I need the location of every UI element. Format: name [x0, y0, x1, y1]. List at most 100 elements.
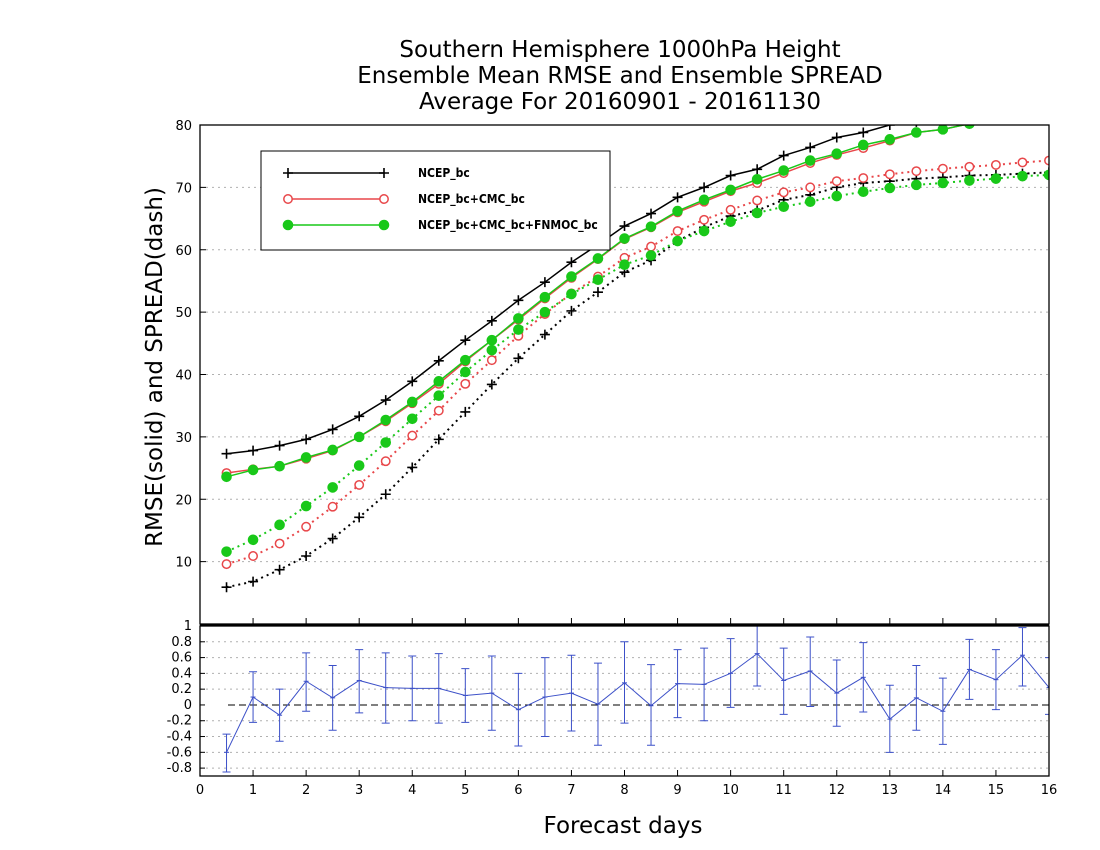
data-point [566, 288, 577, 300]
data-point [566, 257, 577, 268]
data-point [221, 582, 232, 593]
data-point [539, 291, 551, 303]
diff-y-tick-label: -0.6 [167, 745, 192, 760]
data-point [513, 295, 524, 306]
data-point [539, 306, 551, 318]
axis-ticks: 0 1 2 3 4 5 6 7 8 9 10 11 12 13 14 15 161020304050607080… [167, 119, 1058, 798]
data-point [486, 355, 497, 366]
data-point [592, 253, 604, 264]
data-point [513, 353, 524, 364]
data-point [248, 576, 259, 587]
data-point [274, 440, 285, 451]
data-point [380, 395, 391, 406]
data-point [672, 192, 683, 203]
y-tick-label: 80 [175, 119, 192, 134]
x-tick-label: 1 [249, 783, 257, 798]
data-point [274, 519, 285, 531]
diff-y-tick-label: -0.2 [167, 714, 192, 729]
data-point [990, 159, 1001, 170]
data-point [672, 235, 683, 247]
data-point [645, 250, 657, 261]
data-point [698, 194, 710, 206]
data-point [992, 116, 1000, 124]
data-point [805, 182, 816, 193]
data-point [486, 344, 498, 356]
data-point [751, 173, 763, 185]
data-point [858, 127, 869, 138]
data-point [327, 424, 338, 435]
data-point [699, 182, 710, 193]
data-point [831, 190, 843, 202]
data-point [1044, 99, 1054, 109]
data-point [991, 106, 1001, 116]
data-point [911, 179, 922, 191]
data-point [994, 125, 998, 126]
data-point [433, 376, 445, 387]
data-point [353, 431, 365, 443]
x-tick-label: 10 [722, 783, 739, 798]
data-point [672, 205, 683, 217]
data-point [778, 165, 789, 176]
diff-y-tick-label: 0.8 [171, 635, 192, 650]
data-point [778, 187, 789, 198]
data-point [539, 329, 550, 340]
data-point [406, 413, 418, 425]
data-point [460, 354, 471, 366]
data-point [539, 277, 550, 288]
data-point [884, 169, 895, 180]
legend-label: NCEP_bc+CMC_bc+FNMOC_bc [418, 218, 598, 233]
data-point [619, 259, 630, 271]
data-point [699, 214, 710, 225]
data-point [1044, 109, 1054, 119]
data-point [1017, 170, 1028, 182]
diff-y-tick-label: 0.6 [171, 651, 192, 666]
data-point [486, 315, 497, 326]
data-point [752, 195, 763, 206]
data-point [831, 148, 843, 159]
error-bar [355, 649, 364, 714]
data-point [911, 127, 922, 138]
data-point [327, 533, 338, 544]
data-point [513, 324, 524, 335]
data-point [380, 414, 392, 426]
data-point [380, 437, 392, 448]
diff-y-tick-label: -0.4 [167, 730, 192, 745]
chart-title: Southern Hemisphere 1000hPa HeightEnsemb… [357, 37, 882, 115]
data-point [751, 207, 763, 219]
data-point [805, 142, 816, 153]
data-point [566, 305, 577, 316]
data-point [592, 274, 604, 285]
title-line-1: Southern Hemisphere 1000hPa Height [399, 37, 840, 63]
data-point [1018, 112, 1028, 122]
data-point [274, 460, 285, 472]
error-bar [302, 652, 311, 712]
data-point [937, 125, 949, 135]
error-bar [806, 636, 815, 708]
data-point [407, 462, 418, 473]
series-line [226, 125, 897, 455]
y-tick-label: 20 [175, 493, 192, 508]
data-point [778, 201, 789, 213]
data-point [938, 113, 948, 123]
legend-item-1: NCEP_bc [283, 166, 470, 181]
data-point [327, 444, 338, 456]
data-point [406, 396, 418, 408]
data-point [379, 194, 389, 204]
x-tick-label: 4 [408, 783, 416, 798]
data-point [274, 538, 285, 549]
error-bar [222, 733, 231, 773]
data-point [354, 479, 365, 490]
legend-item-3: NCEP_bc+CMC_bc+FNMOC_bc [282, 218, 598, 233]
data-point [379, 168, 389, 178]
y-tick-label: 70 [175, 181, 192, 196]
x-tick-label: 0 [196, 783, 204, 798]
data-point [990, 173, 1002, 184]
diff-y-tick-label: -0.8 [167, 761, 192, 776]
data-point [301, 521, 312, 532]
data-point [378, 219, 390, 231]
data-point [725, 204, 736, 215]
data-point [804, 155, 816, 166]
data-point [725, 184, 736, 196]
data-point [301, 551, 312, 562]
data-point [858, 173, 869, 183]
